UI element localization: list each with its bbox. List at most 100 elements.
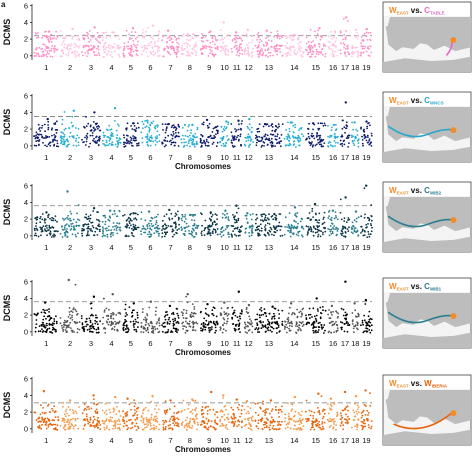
legend-band xyxy=(383,92,471,107)
y-tick-label: 4 xyxy=(24,18,28,27)
data-point xyxy=(76,218,79,221)
data-point xyxy=(295,53,298,56)
data-point xyxy=(113,50,116,52)
data-point xyxy=(118,222,121,225)
data-point xyxy=(238,228,241,231)
data-point xyxy=(148,418,151,421)
data-point xyxy=(112,427,114,430)
data-point xyxy=(89,419,92,421)
data-point xyxy=(312,225,315,228)
data-point xyxy=(343,330,346,333)
data-point xyxy=(142,331,145,334)
x-tick-label: 12 xyxy=(245,339,253,348)
data-point xyxy=(189,44,191,47)
data-point xyxy=(74,50,76,53)
data-point-peak xyxy=(188,213,192,217)
data-point xyxy=(85,317,88,320)
data-point xyxy=(310,134,313,137)
data-point xyxy=(193,306,196,308)
data-point xyxy=(354,137,357,140)
data-point xyxy=(192,37,195,40)
data-point xyxy=(298,230,301,233)
data-point xyxy=(168,218,171,221)
data-point xyxy=(86,329,89,331)
data-point xyxy=(289,427,292,430)
data-point xyxy=(335,226,337,229)
data-point xyxy=(356,404,359,407)
data-point xyxy=(154,127,157,130)
data-point xyxy=(324,44,327,47)
data-point xyxy=(263,233,266,236)
data-point xyxy=(169,45,172,48)
data-point xyxy=(345,314,347,317)
data-point xyxy=(153,232,156,235)
britain-land xyxy=(385,203,394,215)
data-point xyxy=(158,54,161,57)
data-point xyxy=(187,408,190,410)
data-point xyxy=(237,134,240,137)
data-point xyxy=(361,142,364,145)
data-point xyxy=(86,50,89,53)
data-point xyxy=(37,426,39,428)
data-point xyxy=(102,139,104,142)
data-point xyxy=(189,325,192,328)
data-point xyxy=(141,137,144,140)
data-point xyxy=(98,36,101,39)
data-point xyxy=(370,132,373,135)
data-point xyxy=(223,419,226,421)
data-point xyxy=(370,141,372,144)
data-point xyxy=(290,418,293,420)
data-point xyxy=(61,327,64,329)
data-point xyxy=(48,136,51,138)
data-point xyxy=(287,133,289,136)
data-point xyxy=(251,55,254,57)
data-point xyxy=(49,38,52,41)
data-point xyxy=(181,35,184,38)
data-point xyxy=(260,327,263,330)
data-point xyxy=(288,421,291,423)
data-point xyxy=(154,136,157,139)
data-point xyxy=(241,310,243,313)
data-point xyxy=(272,418,275,421)
data-point xyxy=(260,227,263,230)
data-point xyxy=(297,231,300,234)
data-point xyxy=(35,134,37,137)
data-point xyxy=(153,216,156,219)
data-point xyxy=(222,38,224,41)
data-point xyxy=(123,419,126,422)
data-point xyxy=(96,211,98,213)
data-point xyxy=(274,420,276,423)
data-point xyxy=(95,314,97,317)
data-point xyxy=(315,314,318,317)
y-tick-label: 0 xyxy=(24,141,28,150)
data-point xyxy=(345,413,347,416)
data-point xyxy=(356,315,358,318)
data-point xyxy=(106,425,108,427)
data-point xyxy=(113,421,115,423)
data-point xyxy=(341,416,344,419)
data-point xyxy=(277,411,280,414)
data-point xyxy=(260,321,262,324)
data-point xyxy=(129,320,132,323)
data-point xyxy=(332,310,334,313)
data-point xyxy=(257,327,260,330)
data-point xyxy=(318,409,321,412)
data-point xyxy=(310,41,313,44)
data-point xyxy=(125,414,128,417)
data-point xyxy=(148,222,150,225)
data-point xyxy=(333,423,335,425)
data-point xyxy=(222,234,225,237)
data-point xyxy=(39,221,42,224)
data-point xyxy=(241,49,244,52)
data-point xyxy=(103,32,106,34)
data-point xyxy=(222,137,225,140)
data-point xyxy=(300,217,303,220)
data-point xyxy=(141,35,144,38)
x-tick-label: 6 xyxy=(148,153,152,162)
data-point xyxy=(35,131,38,134)
data-point xyxy=(173,233,176,236)
data-point xyxy=(204,328,207,331)
data-point xyxy=(351,50,354,53)
data-point xyxy=(117,123,119,126)
